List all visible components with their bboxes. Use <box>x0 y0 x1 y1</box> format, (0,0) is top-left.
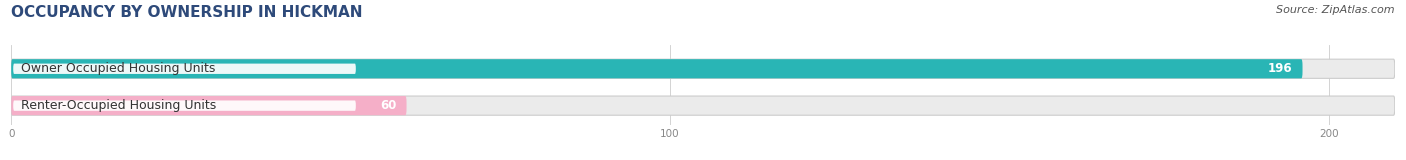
Text: Owner Occupied Housing Units: Owner Occupied Housing Units <box>21 62 215 75</box>
FancyBboxPatch shape <box>13 100 356 111</box>
Text: 60: 60 <box>380 99 396 112</box>
FancyBboxPatch shape <box>13 64 356 74</box>
Text: Source: ZipAtlas.com: Source: ZipAtlas.com <box>1277 5 1395 15</box>
FancyBboxPatch shape <box>11 59 1302 78</box>
Text: 196: 196 <box>1268 62 1292 75</box>
Text: OCCUPANCY BY OWNERSHIP IN HICKMAN: OCCUPANCY BY OWNERSHIP IN HICKMAN <box>11 5 363 20</box>
FancyBboxPatch shape <box>11 96 1395 115</box>
FancyBboxPatch shape <box>11 96 406 115</box>
Text: Renter-Occupied Housing Units: Renter-Occupied Housing Units <box>21 99 217 112</box>
FancyBboxPatch shape <box>11 59 1395 78</box>
